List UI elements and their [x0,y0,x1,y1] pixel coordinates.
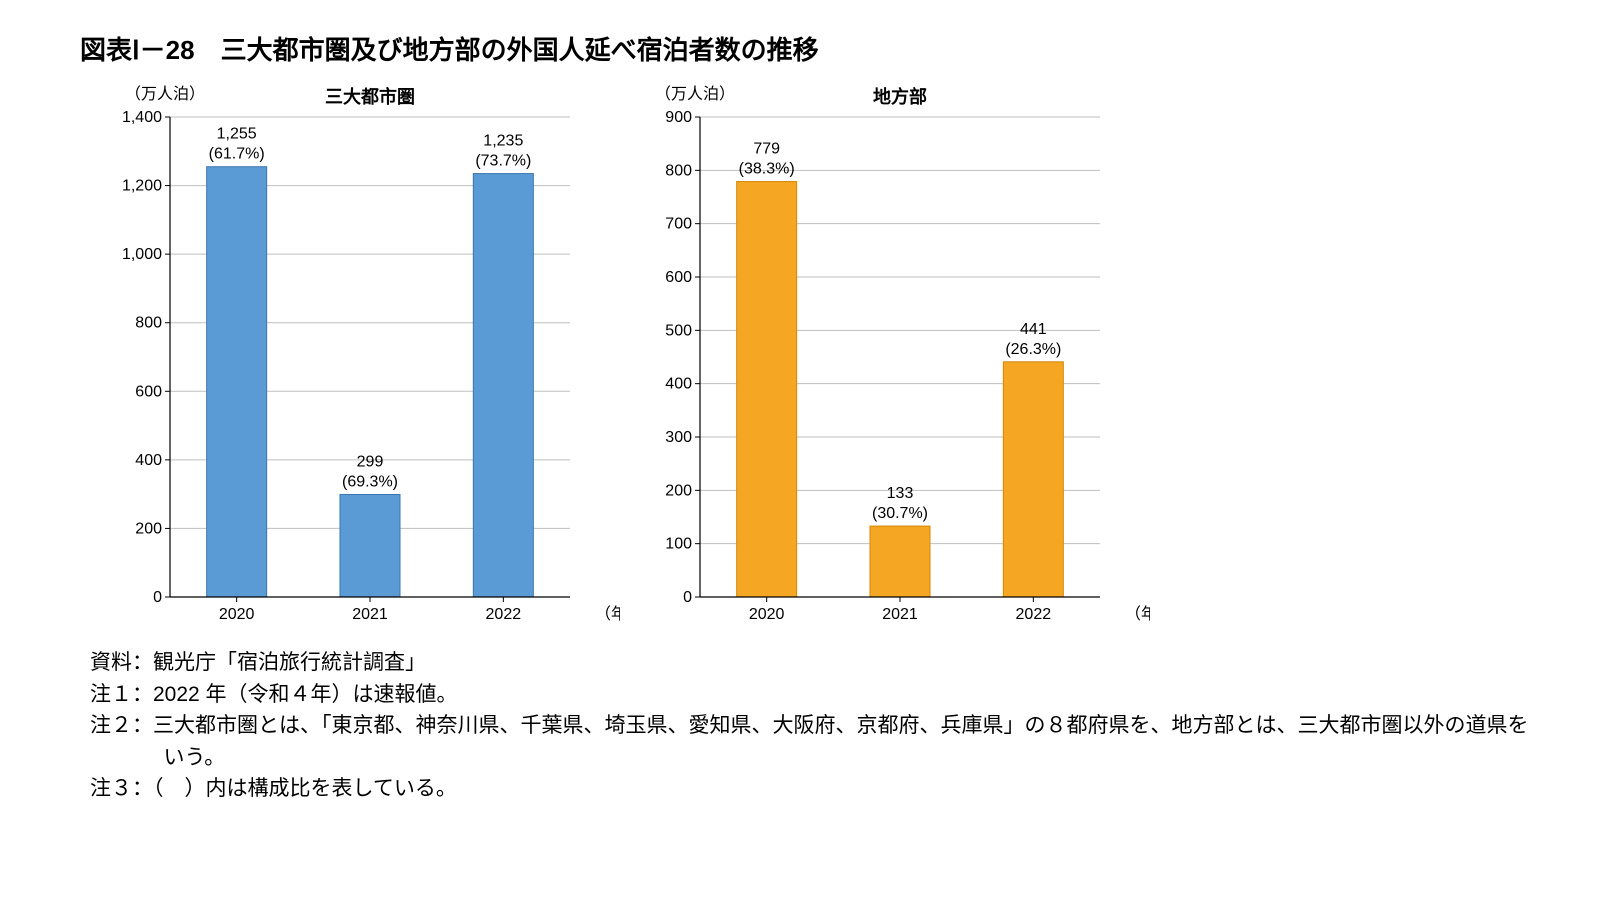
chart-left: 0 200 400 600 800 1,000 1,200 1,400 （万人泊） 三大都市圏 1,… [100,77,620,637]
svg-text:1,255: 1,255 [217,126,257,143]
svg-text:（万人泊）: （万人泊） [125,85,205,103]
svg-text:（万人泊）: （万人泊） [655,85,735,103]
svg-text:(61.7%): (61.7%) [209,146,265,163]
bar [207,167,267,597]
svg-text:299: 299 [357,453,384,470]
svg-text:(38.3%): (38.3%) [739,161,795,178]
svg-text:800: 800 [665,162,692,179]
svg-text:2022: 2022 [486,606,522,623]
svg-text:600: 600 [665,269,692,286]
svg-text:2020: 2020 [749,606,785,623]
svg-text:800: 800 [135,315,162,332]
svg-text:900: 900 [665,109,692,126]
svg-text:600: 600 [135,383,162,400]
svg-text:(73.7%): (73.7%) [475,153,531,170]
svg-text:133: 133 [887,485,914,502]
svg-text:100: 100 [665,536,692,553]
svg-text:地方部: 地方部 [873,86,927,107]
svg-text:0: 0 [683,589,692,606]
notes-block: 資料：観光庁「宿泊旅行統計調査」 注１：2022 年（令和４年）は速報値。 注２… [90,647,1540,805]
charts-row: 0 200 400 600 800 1,000 1,200 1,400 （万人泊） 三大都市圏 1,… [100,77,1540,637]
svg-text:200: 200 [665,482,692,499]
note-3: 注３：（ ）内は構成比を表している。 [90,773,1540,805]
svg-text:300: 300 [665,429,692,446]
svg-text:1,200: 1,200 [122,178,162,195]
note-1: 注１：2022 年（令和４年）は速報値。 [90,679,1540,711]
note-source: 資料：観光庁「宿泊旅行統計調査」 [90,647,1540,679]
bar [473,174,533,597]
note-2: 注２：三大都市圏とは、「東京都、神奈川県、千葉県、埼玉県、愛知県、大阪府、京都府… [90,710,1540,773]
svg-text:(30.7%): (30.7%) [872,505,928,522]
svg-text:2021: 2021 [352,606,388,623]
svg-text:（年）: （年） [595,605,620,623]
bar [1003,362,1063,597]
chart-right: 0 100 200 300 400 500 600 700 800 900 （万人泊） 地方部 779 (… [630,77,1150,637]
svg-text:779: 779 [753,141,780,158]
svg-text:2022: 2022 [1016,606,1052,623]
svg-text:441: 441 [1020,321,1047,338]
svg-text:(26.3%): (26.3%) [1005,341,1061,358]
svg-text:500: 500 [665,322,692,339]
svg-text:700: 700 [665,216,692,233]
svg-text:三大都市圏: 三大都市圏 [325,86,415,107]
svg-text:1,235: 1,235 [483,133,523,150]
svg-text:400: 400 [665,376,692,393]
bar [870,526,930,597]
svg-text:400: 400 [135,452,162,469]
bar [340,494,400,597]
figure-title: 図表Ⅰ－28 三大都市圏及び地方部の外国人延べ宿泊者数の推移 [80,30,1540,67]
svg-text:1,400: 1,400 [122,109,162,126]
chart-left-svg: 0 200 400 600 800 1,000 1,200 1,400 （万人泊） 三大都市圏 1,… [100,77,620,637]
svg-text:2021: 2021 [882,606,918,623]
svg-text:1,000: 1,000 [122,246,162,263]
chart-right-svg: 0 100 200 300 400 500 600 700 800 900 （万人泊） 地方部 779 (… [630,77,1150,637]
svg-text:0: 0 [153,589,162,606]
svg-text:2020: 2020 [219,606,255,623]
svg-text:（年）: （年） [1125,605,1150,623]
svg-text:200: 200 [135,520,162,537]
bar [737,182,797,597]
svg-text:(69.3%): (69.3%) [342,473,398,490]
